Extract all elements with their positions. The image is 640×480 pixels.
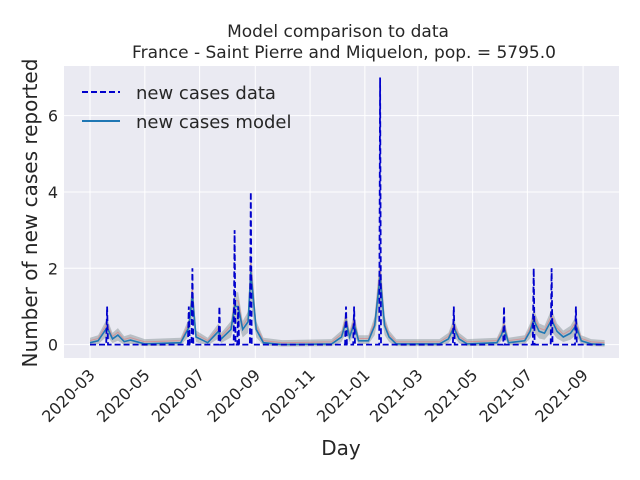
legend-label-model: new cases model [136, 112, 291, 133]
x-tick-label: 2020-11 [258, 365, 319, 426]
y-tick-label: 4 [48, 183, 58, 202]
x-axis-label: Day [321, 436, 361, 460]
legend-label-data: new cases data [136, 83, 276, 104]
plot-area [64, 66, 619, 358]
legend: new cases data new cases model [82, 83, 291, 133]
x-tick-label: 2020-07 [148, 365, 209, 426]
y-axis-label: Number of new cases reported [18, 59, 42, 368]
y-axis-ticks: 0 2 4 6 [48, 107, 58, 355]
series-line-new-cases-data [90, 77, 605, 346]
series-line-new-cases-model [89, 272, 605, 346]
x-tick-label: 2021-01 [313, 365, 374, 426]
x-tick-label: 2021-09 [531, 365, 592, 426]
chart-title: Model comparison to data [227, 22, 449, 42]
x-tick-label: 2021-05 [421, 365, 482, 426]
x-tick-label: 2020-05 [93, 365, 154, 426]
y-tick-label: 0 [48, 336, 58, 355]
x-tick-label: 2020-03 [38, 365, 99, 426]
x-axis-ticks: 2020-032020-052020-072020-092020-112021-… [38, 365, 592, 426]
y-tick-label: 6 [48, 107, 58, 126]
x-tick-label: 2021-03 [366, 365, 427, 426]
y-tick-label: 2 [48, 259, 58, 278]
x-tick-label: 2020-09 [203, 365, 264, 426]
x-tick-label: 2021-07 [476, 365, 537, 426]
chart-subtitle: France - Saint Pierre and Miquelon, pop.… [132, 43, 556, 63]
